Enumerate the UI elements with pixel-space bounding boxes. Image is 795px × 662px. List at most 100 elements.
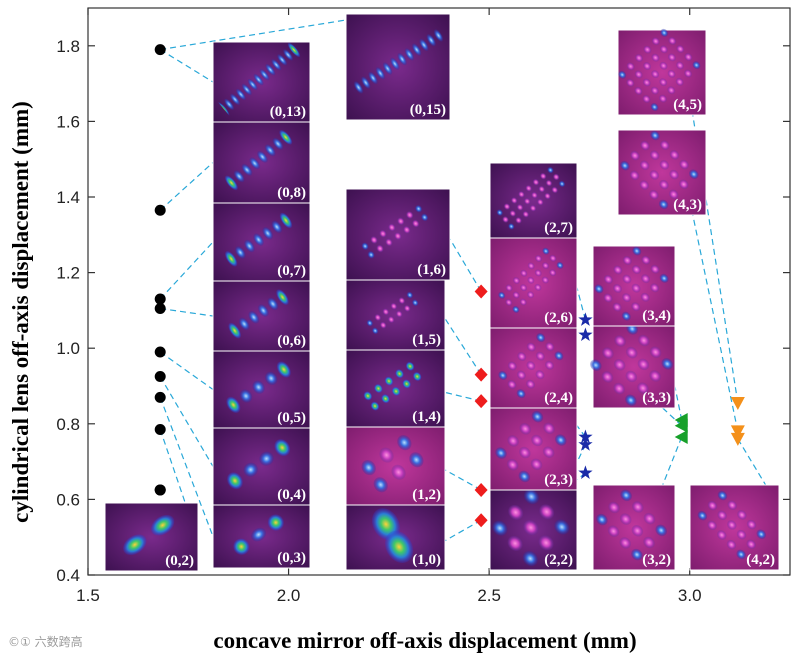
connector-line: [159, 397, 214, 537]
mode-label: (0,3): [277, 550, 306, 566]
mode-lobe: [675, 77, 684, 86]
mode-lobe: [549, 254, 557, 262]
mode-lobe: [631, 302, 641, 312]
mode-lobe: [608, 501, 620, 514]
mode-lobe: [251, 527, 267, 542]
mode-lobe: [626, 62, 635, 71]
mode-lobe: [603, 293, 613, 303]
mode-lobe: [391, 464, 406, 480]
x-axis-title: concave mirror off-axis displacement (mm…: [213, 628, 636, 653]
mode-lobe: [243, 462, 258, 477]
mode-lobe: [257, 150, 268, 163]
mode-image-0-3: (0,3): [212, 504, 311, 569]
mode-lobe: [512, 291, 520, 299]
connector-lines: [159, 19, 767, 542]
mode-lobe: [659, 140, 670, 151]
mode-lobe: [353, 81, 364, 94]
mode-lobe: [525, 185, 532, 192]
mode-image-background: [212, 121, 311, 204]
mode-lobe: [520, 269, 528, 277]
mode-lobe: [620, 160, 630, 171]
mode-lobe: [150, 514, 175, 536]
mode-lobe: [259, 68, 270, 81]
mode-lobe: [367, 250, 375, 259]
mode-lobe: [267, 514, 284, 531]
mode-lobe: [433, 29, 444, 42]
mode-lobe: [629, 170, 640, 181]
mode-lobe: [276, 361, 291, 378]
mode-lobe: [421, 213, 429, 222]
mode-lobe: [235, 246, 246, 259]
mode-lobe: [625, 370, 638, 383]
mode-lobe: [746, 539, 757, 550]
mode-image-0-7: (0,7): [212, 202, 311, 282]
mode-label: (0,13): [270, 104, 306, 120]
mode-lobe: [642, 94, 651, 104]
mode-lobe: [736, 549, 746, 560]
mode-lobe: [375, 67, 386, 80]
mode-image-2-7: (2,7): [489, 162, 578, 239]
mode-label: (0,6): [277, 333, 306, 349]
mode-lobe: [697, 510, 708, 521]
mode-lobe: [684, 69, 693, 78]
mode-lobe: [415, 204, 423, 213]
mode-lobe: [404, 48, 415, 61]
mode-lobe: [544, 360, 555, 370]
connector-line: [159, 49, 214, 83]
mode-lobe: [391, 386, 401, 396]
marker-m0-0: [154, 44, 166, 56]
mode-lobe: [526, 361, 536, 371]
mode-lobe: [228, 322, 242, 339]
mode-lobe: [658, 199, 669, 210]
mode-label: (2,3): [544, 472, 573, 488]
mode-lobe: [536, 332, 546, 343]
mode-lobe: [249, 157, 261, 170]
mode-lobe: [668, 189, 679, 200]
mode-lobe: [274, 439, 291, 457]
mode-lobe: [649, 346, 662, 359]
mode-lobe: [229, 93, 241, 106]
mode-image-1-0: (1,0): [345, 504, 446, 571]
mode-lobe: [531, 191, 538, 199]
mode-lobe: [640, 140, 650, 151]
mode-lobe: [224, 175, 238, 191]
mode-lobe: [379, 447, 394, 463]
connector-line: [444, 519, 482, 542]
y-axis-title: cylindrical lens off-axis displacement (…: [8, 101, 33, 523]
marker-m0-5: [154, 371, 166, 383]
mode-lobe: [613, 382, 626, 395]
mode-lobe: [692, 61, 701, 70]
mode-lobe: [366, 319, 374, 327]
mode-lobe: [279, 212, 293, 229]
mode-image-background: [489, 407, 578, 491]
mode-lobe: [368, 71, 378, 85]
mode-image-0-15: (0,15): [338, 13, 452, 121]
mode-lobe: [516, 204, 524, 211]
mode-lobe: [361, 242, 369, 250]
mode-lobe: [412, 299, 419, 307]
mode-lobe: [267, 297, 279, 311]
connector-line: [160, 19, 347, 51]
mode-lobe: [506, 458, 519, 471]
mode-image-1-2: (1,2): [345, 426, 446, 506]
mode-lobe: [244, 239, 255, 253]
mode-lobe: [253, 73, 264, 86]
mode-lobe: [619, 513, 632, 525]
mode-label: (4,3): [673, 197, 702, 213]
mode-label: (1,4): [412, 409, 441, 425]
mode-lobe: [634, 53, 644, 63]
mode-lobe: [634, 70, 643, 79]
mode-lobe: [498, 291, 506, 299]
mode-lobe: [659, 179, 669, 190]
mode-lobe: [272, 137, 284, 150]
mode-lobe: [239, 389, 253, 403]
mode-lobe: [737, 510, 747, 520]
mode-lobe: [726, 539, 737, 550]
mode-image-2-6: (2,6): [489, 237, 578, 329]
mode-lobe: [651, 70, 660, 79]
marker-m2-4: [578, 465, 593, 479]
mode-label: (2,6): [544, 310, 573, 326]
mode-lobe: [650, 86, 659, 95]
mode-lobe: [526, 342, 536, 352]
mode-lobe: [659, 273, 669, 283]
